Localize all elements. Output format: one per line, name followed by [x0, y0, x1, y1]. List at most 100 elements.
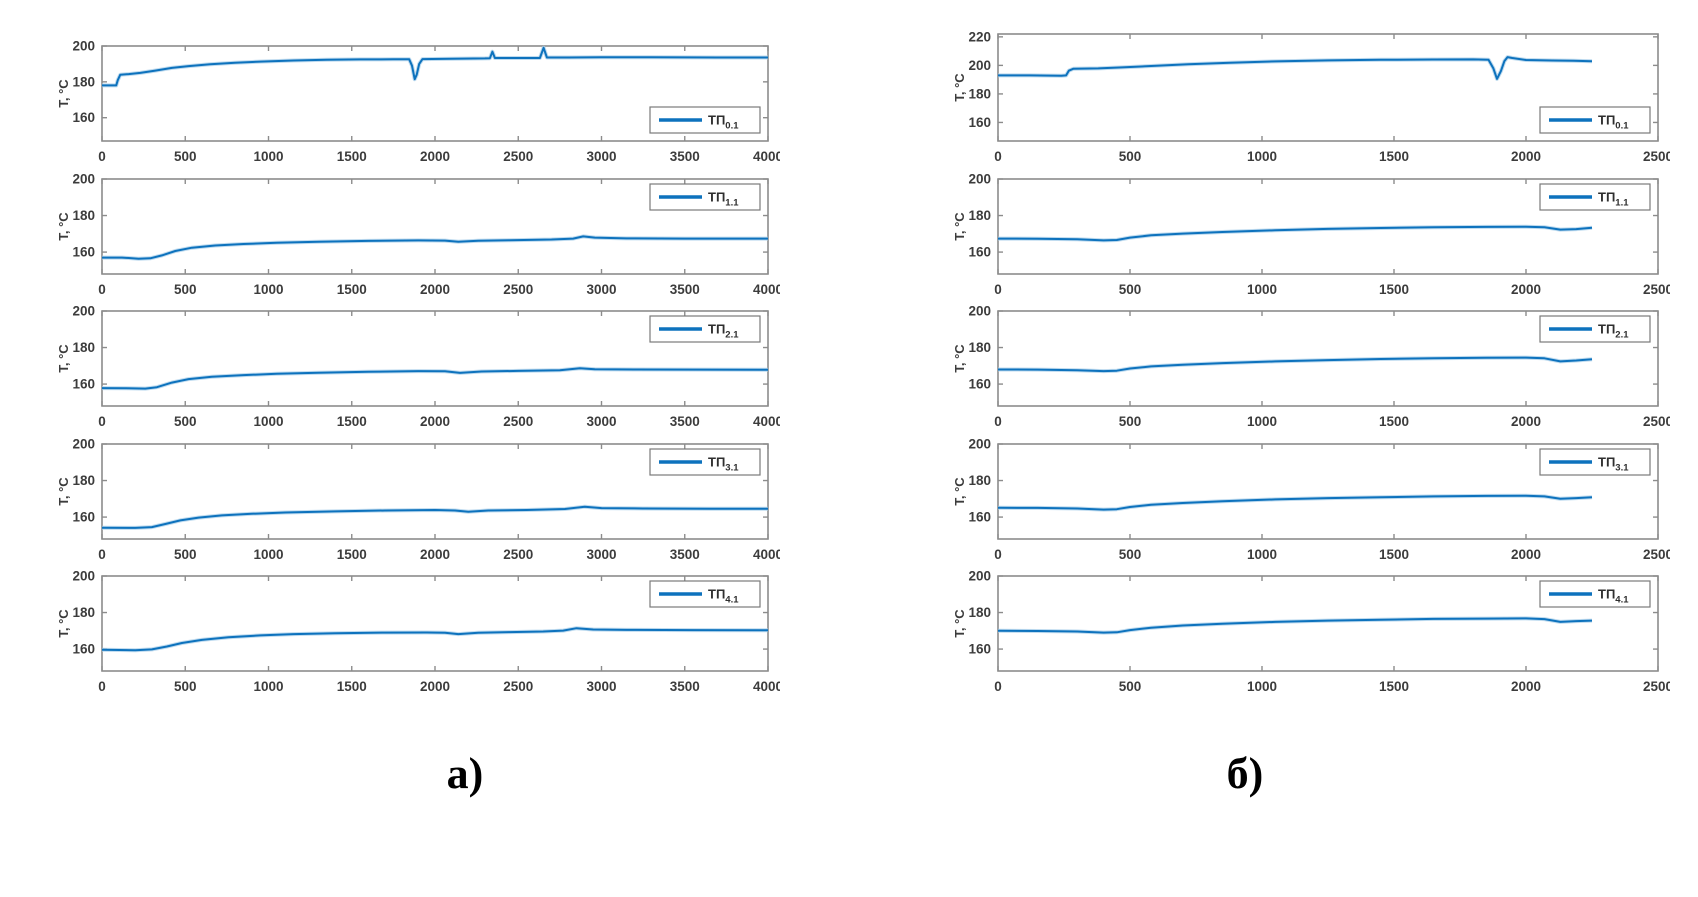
y-axis-label: T, °C [952, 212, 967, 241]
x-tick-label: 500 [174, 679, 197, 694]
x-tick-label: 1500 [337, 679, 367, 694]
y-tick-label: 180 [72, 74, 95, 89]
x-tick-label: 1000 [1247, 282, 1277, 297]
x-tick-label: 3000 [586, 282, 616, 297]
x-tick-label: 2500 [1643, 414, 1670, 429]
x-tick-label: 0 [98, 679, 106, 694]
x-tick-label: 1000 [1247, 547, 1277, 562]
data-line [101, 505, 768, 529]
y-tick-label: 160 [968, 642, 991, 657]
x-tick-label: 0 [994, 414, 1002, 429]
x-tick-label: 1000 [253, 679, 283, 694]
x-tick-label: 3000 [586, 149, 616, 164]
x-tick-label: 500 [1119, 282, 1142, 297]
subplot-right-4: 0 500 1000 1500 2000 2500 160 180 200 T, °C ТП3.1 [952, 437, 1670, 563]
y-tick-label: 160 [968, 377, 991, 392]
x-tick-label: 1500 [1379, 282, 1409, 297]
data-line [997, 225, 1593, 242]
x-tick-label: 4000 [753, 149, 780, 164]
legend-label-subscript: 3.1 [1615, 463, 1629, 474]
legend-label-subscript: 2.1 [725, 330, 739, 341]
x-tick-label: 2000 [420, 414, 450, 429]
x-tick-label: 2500 [503, 679, 533, 694]
y-tick-label: 160 [72, 642, 95, 657]
x-tick-label: 500 [1119, 679, 1142, 694]
legend-label-subscript: 3.1 [725, 463, 739, 474]
x-tick-label: 2000 [1511, 679, 1541, 694]
figure-label-b: б) [1226, 749, 1264, 798]
legend-label-subscript: 4.1 [725, 595, 739, 606]
x-tick-label: 4000 [753, 414, 780, 429]
y-tick-label: 160 [72, 245, 95, 260]
x-tick-label: 1000 [1247, 149, 1277, 164]
y-tick-label: 180 [72, 208, 95, 223]
subplot-left-1: 0 500 1000 1500 2000 2500 3000 3500 4000 160 180 20… [56, 39, 780, 165]
legend-label-subscript: 1.1 [725, 198, 739, 209]
y-tick-label: 180 [968, 605, 991, 620]
y-axis-label: T, °C [952, 477, 967, 506]
x-tick-label: 3000 [586, 679, 616, 694]
y-axis-label: T, °C [952, 609, 967, 638]
y-tick-label: 200 [72, 172, 95, 187]
x-tick-label: 4000 [753, 679, 780, 694]
y-tick-label: 160 [968, 245, 991, 260]
legend: ТП0.1 [649, 106, 761, 134]
x-tick-label: 1500 [1379, 679, 1409, 694]
x-tick-label: 1000 [1247, 414, 1277, 429]
x-tick-label: 2500 [503, 414, 533, 429]
y-tick-label: 180 [968, 473, 991, 488]
subplot-left-5: 0 500 1000 1500 2000 2500 3000 3500 4000 160 180 20… [56, 569, 780, 695]
x-tick-label: 2000 [1511, 414, 1541, 429]
data-line [997, 356, 1593, 373]
x-tick-label: 2500 [503, 282, 533, 297]
data-line [102, 235, 768, 260]
legend: ТП3.1 [1539, 448, 1651, 476]
x-tick-label: 0 [98, 149, 106, 164]
x-tick-label: 2000 [420, 547, 450, 562]
y-tick-label: 180 [72, 605, 95, 620]
figure-label-a: а) [446, 749, 484, 798]
y-axis-label: T, °C [952, 73, 967, 102]
x-tick-label: 0 [994, 149, 1002, 164]
legend: ТП3.1 [649, 448, 761, 476]
legend: ТП4.1 [1539, 580, 1651, 608]
data-line [101, 367, 769, 390]
x-tick-label: 2000 [1511, 282, 1541, 297]
x-tick-label: 2500 [1643, 547, 1670, 562]
x-tick-label: 2500 [503, 547, 533, 562]
x-tick-label: 1500 [337, 547, 367, 562]
data-line [102, 46, 768, 87]
y-axis-label: T, °C [56, 212, 71, 241]
y-tick-label: 200 [72, 304, 95, 319]
x-tick-label: 3500 [670, 414, 700, 429]
x-tick-label: 500 [174, 547, 197, 562]
x-tick-label: 500 [174, 149, 197, 164]
y-tick-label: 200 [968, 172, 991, 187]
data-line [997, 494, 1593, 511]
data-line [998, 56, 1593, 80]
y-tick-label: 180 [72, 473, 95, 488]
y-tick-label: 220 [968, 29, 991, 44]
y-tick-label: 200 [968, 58, 991, 73]
y-tick-label: 200 [72, 569, 95, 584]
y-tick-label: 160 [968, 510, 991, 525]
y-tick-label: 160 [968, 115, 991, 130]
y-tick-label: 160 [72, 110, 95, 125]
x-tick-label: 3500 [670, 282, 700, 297]
x-tick-label: 1500 [337, 149, 367, 164]
subplot-right-5: 0 500 1000 1500 2000 2500 160 180 200 T, °C ТП4.1 [952, 569, 1670, 695]
y-axis-label: T, °C [56, 477, 71, 506]
y-tick-label: 200 [968, 569, 991, 584]
subplot-left-2: 0 500 1000 1500 2000 2500 3000 3500 4000 160 180 20… [56, 172, 780, 298]
x-tick-label: 3000 [586, 414, 616, 429]
x-tick-label: 0 [98, 282, 106, 297]
x-tick-label: 2500 [1643, 282, 1670, 297]
x-tick-label: 2000 [1511, 149, 1541, 164]
x-tick-label: 500 [1119, 414, 1142, 429]
legend: ТП0.1 [1539, 106, 1651, 134]
x-tick-label: 2000 [1511, 547, 1541, 562]
legend-label-subscript: 0.1 [1615, 121, 1629, 132]
x-tick-label: 2000 [420, 679, 450, 694]
y-tick-label: 200 [968, 304, 991, 319]
x-tick-label: 2000 [420, 282, 450, 297]
